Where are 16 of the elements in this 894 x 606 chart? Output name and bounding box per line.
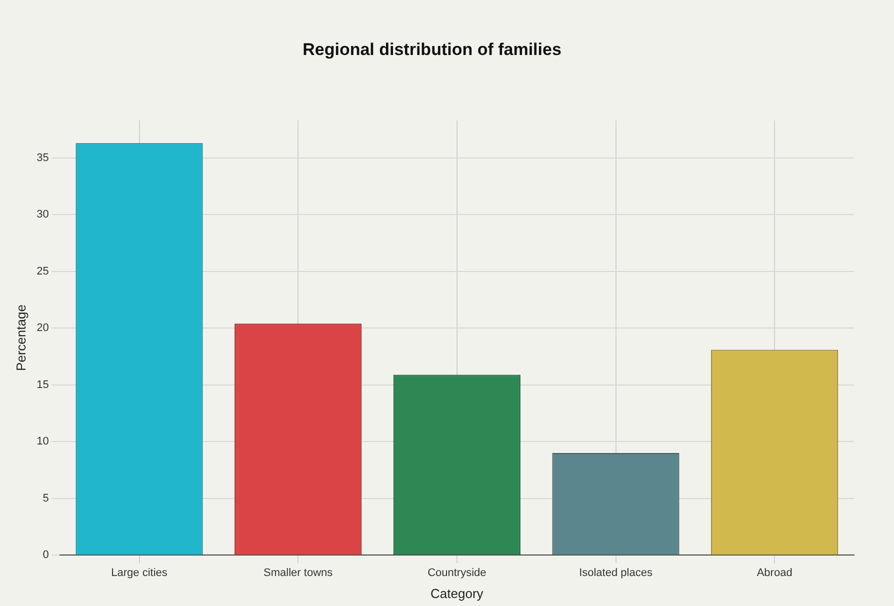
x-tick-label: Countryside	[428, 566, 486, 579]
x-tick-label: Isolated places	[579, 566, 653, 579]
y-tick-label: 30	[36, 208, 49, 221]
y-tick-label: 10	[36, 436, 49, 448]
y-tick-label: 0	[42, 549, 49, 562]
y-axis-title: Percentage	[13, 304, 28, 372]
y-tick-label: 20	[36, 322, 49, 334]
x-tick-label: Abroad	[756, 566, 792, 579]
y-tick-label: 15	[36, 378, 49, 391]
y-tick-label: 5	[42, 492, 49, 504]
x-tick-label: Large cities	[111, 566, 168, 579]
y-tick-label: 25	[36, 265, 49, 278]
chart-title: Regional distribution of families	[302, 40, 562, 59]
y-tick-label: 35	[36, 152, 49, 164]
x-axis-title: Category	[430, 586, 484, 601]
x-tick-label: Smaller towns	[264, 566, 334, 579]
